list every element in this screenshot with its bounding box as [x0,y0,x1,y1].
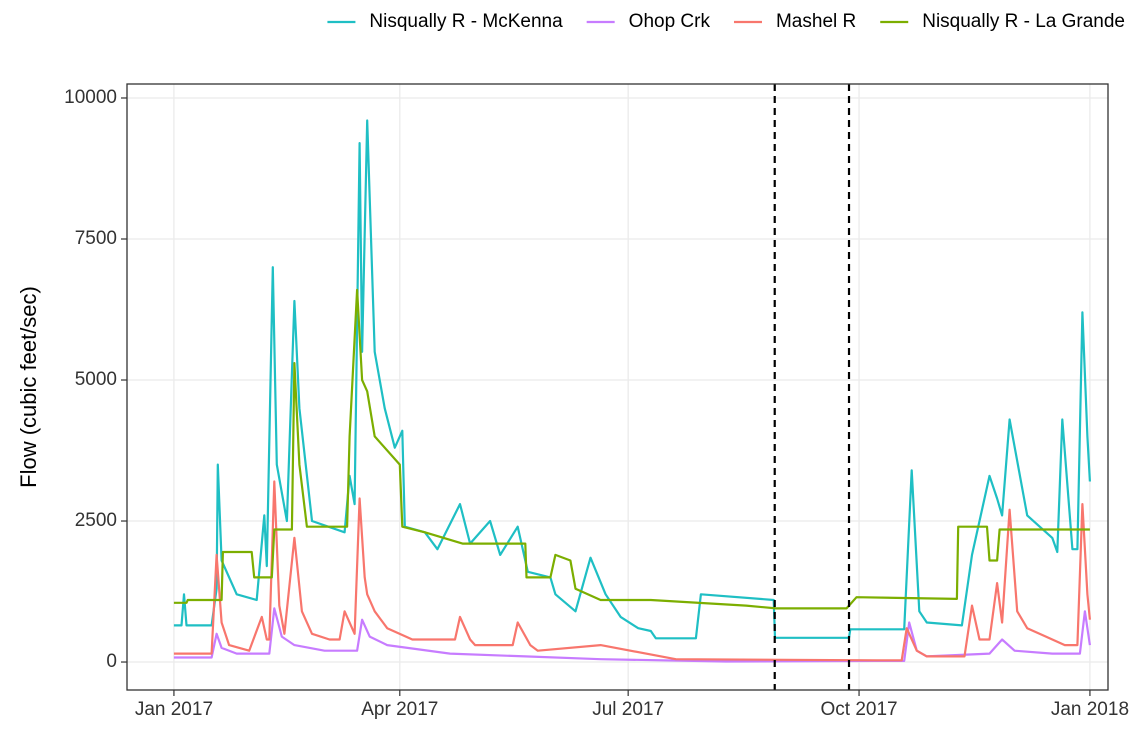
legend-label: Ohop Crk [629,11,711,32]
legend-item: Nisqually R - La Grande [880,11,1125,32]
legend-label: Mashel R [776,11,856,32]
series-line [173,607,1091,663]
x-tick-label: Jul 2017 [592,699,664,720]
series-line [173,480,1091,662]
legend: Nisqually R - McKenna Ohop Crk Mashel R Nis… [327,11,1125,32]
y-tick-label: 2500 [75,510,117,531]
x-tick-label: Oct 2017 [820,699,897,720]
x-tick-label: Apr 2017 [361,699,438,720]
panel-border [126,83,1109,691]
series-line [173,288,1090,610]
y-tick-label: 7500 [75,228,117,249]
x-tick-label: Jan 2018 [1051,699,1129,720]
y-tick-label: 0 [106,651,117,672]
x-tick-label: Jan 2017 [135,699,213,720]
legend-label: Nisqually R - McKenna [369,11,563,32]
y-tick-label: 10000 [64,87,117,108]
legend-item: Ohop Crk [586,11,711,32]
y-axis-label: Flow (cubic feet/sec) [16,286,41,488]
y-tick-label: 5000 [75,369,117,390]
series-line [173,119,1091,640]
legend-item: Nisqually R - McKenna [327,11,563,32]
legend-item: Mashel R [733,11,856,32]
legend-label: Nisqually R - La Grande [922,11,1125,32]
